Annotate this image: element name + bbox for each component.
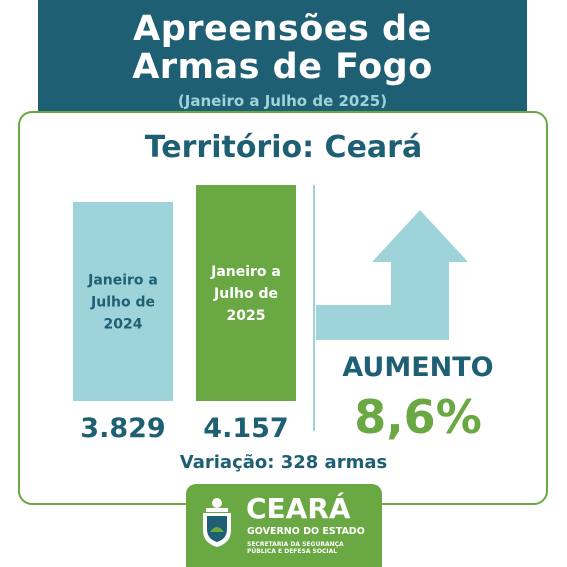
header-banner: Apreensões de Armas de Fogo (Janeiro a J…	[38, 0, 527, 114]
bar-1	[73, 202, 173, 401]
bar-2	[196, 185, 296, 401]
bar-2-label-line-2: Julho de	[213, 286, 278, 302]
trend-label: AUMENTO	[342, 352, 494, 383]
bar-1-value: 3.829	[80, 413, 165, 444]
bar-2-label-line-3: 2025	[227, 308, 266, 324]
state-shield-icon	[203, 498, 231, 547]
bar-1-label-line-1: Janeiro a	[87, 273, 158, 289]
logo-secretariat: SECRETARIA DA SEGURANÇA PÚBLICA E DEFESA…	[247, 541, 344, 555]
ceara-government-logo: CEARÁ GOVERNO DO ESTADO SECRETARIA DA SE…	[186, 484, 382, 567]
variation-text: Variação: 328 armas	[179, 452, 388, 473]
title-line-2: Armas de Fogo	[132, 47, 433, 87]
change-percent: 8,6%	[354, 390, 482, 444]
logo-government: GOVERNO DO ESTADO	[247, 526, 365, 537]
logo-name: CEARÁ	[246, 492, 351, 525]
logo-secretariat-line-1: SECRETARIA DA SEGURANÇA	[247, 541, 344, 548]
logo-secretariat-line-2: PÚBLICA E DEFESA SOCIAL	[247, 548, 338, 555]
bar-1-label-line-3: 2024	[104, 317, 143, 333]
bar-2-label-line-1: Janeiro a	[210, 264, 281, 280]
territory-title: Território: Ceará	[144, 130, 423, 165]
title-line-1: Apreensões de	[133, 9, 432, 49]
subtitle: (Janeiro a Julho de 2025)	[177, 92, 388, 110]
bar-2-value: 4.157	[203, 413, 288, 444]
divider-line	[313, 185, 315, 431]
up-arrow-icon	[316, 210, 468, 340]
bar-1-label-line-2: Julho de	[90, 295, 155, 311]
